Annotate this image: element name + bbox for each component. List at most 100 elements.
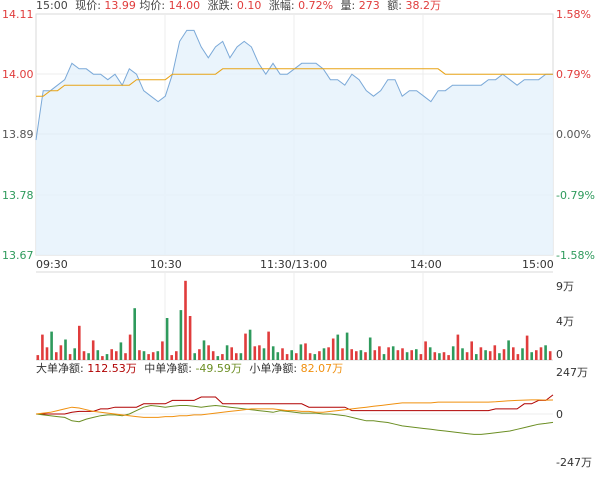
volume-bar bbox=[124, 353, 127, 360]
price-tick-4: 13.78 bbox=[2, 189, 34, 202]
volume-bar bbox=[322, 348, 326, 360]
volume-bar bbox=[308, 353, 312, 360]
volume-bar bbox=[110, 349, 113, 360]
volume-bar bbox=[170, 355, 173, 360]
time-tick-1030: 10:30 bbox=[150, 258, 182, 271]
header-price-value: 13.99 bbox=[104, 0, 136, 12]
header-info: 15:00 现价: 13.99 均价: 14.00 涨跌: 0.10 涨幅: 0… bbox=[36, 0, 441, 12]
volume-bar bbox=[391, 346, 395, 360]
volume-bar bbox=[350, 349, 353, 360]
volume-bar bbox=[258, 345, 261, 360]
volume-bar bbox=[364, 352, 367, 360]
volume-bar bbox=[64, 339, 67, 360]
volume-bar bbox=[295, 353, 298, 360]
avg-price-line bbox=[36, 68, 553, 97]
volume-bar bbox=[544, 345, 547, 360]
volume-bar bbox=[138, 350, 141, 360]
volume-bar bbox=[73, 348, 76, 360]
flow-tick-zero: 0 bbox=[556, 408, 563, 421]
volume-bar bbox=[331, 338, 335, 360]
header-amt-label: 额: bbox=[387, 0, 402, 12]
volume-bar bbox=[521, 348, 524, 360]
volume-bar bbox=[179, 310, 183, 360]
volume-bar bbox=[378, 346, 381, 360]
medium-flow-line bbox=[35, 404, 554, 435]
volume-bar bbox=[156, 351, 160, 360]
header-pct-label: 涨幅: bbox=[269, 0, 295, 12]
volume-bar bbox=[438, 353, 441, 360]
volume-bar bbox=[470, 341, 473, 360]
volume-bar bbox=[498, 353, 501, 360]
volume-bar bbox=[475, 354, 478, 360]
volume-bar bbox=[151, 352, 155, 360]
volume-bar bbox=[516, 354, 520, 360]
fund-flow-legend: 大单净额: 112.53万 中单净额: -49.59万 小单净额: 82.07万 bbox=[36, 361, 343, 375]
volume-bar bbox=[410, 350, 413, 360]
time-tick-0930: 09:30 bbox=[36, 258, 68, 271]
volume-bar bbox=[142, 351, 146, 360]
header-amt-value: 38.2万 bbox=[405, 0, 441, 12]
header-change-value: 0.10 bbox=[237, 0, 262, 12]
volume-bar bbox=[198, 349, 201, 360]
volume-bar bbox=[461, 348, 464, 360]
volume-bar bbox=[336, 334, 340, 360]
volume-bar bbox=[405, 352, 409, 360]
volume-bar bbox=[548, 351, 552, 360]
volume-bar bbox=[299, 344, 303, 360]
volume-bar bbox=[128, 334, 132, 360]
volume-bar bbox=[447, 355, 450, 360]
header-avg-value: 14.00 bbox=[169, 0, 201, 12]
header-vol-value: 273 bbox=[359, 0, 380, 12]
volume-bar bbox=[451, 346, 455, 360]
volume-bar bbox=[539, 347, 543, 360]
volume-bar bbox=[525, 335, 529, 360]
volume-bar bbox=[424, 341, 427, 360]
volume-bar bbox=[50, 331, 53, 360]
header-pct-value: 0.72% bbox=[298, 0, 333, 12]
volume-bar bbox=[175, 351, 178, 360]
time-tick-1400: 14:00 bbox=[410, 258, 442, 271]
volume-bar bbox=[281, 348, 284, 360]
volume-bar bbox=[161, 341, 164, 360]
volume-bar bbox=[230, 347, 233, 360]
volume-bar bbox=[235, 353, 238, 360]
flow-tick-min: -247万 bbox=[556, 456, 592, 469]
time-tick-1500: 15:00 bbox=[522, 258, 554, 271]
volume-bar bbox=[341, 348, 344, 360]
volume-bar bbox=[373, 350, 377, 360]
medium-flow-value: -49.59万 bbox=[195, 362, 241, 375]
volume-bar bbox=[530, 352, 533, 360]
volume-bar bbox=[428, 347, 432, 360]
header-avg-label: 均价: bbox=[139, 0, 165, 12]
volume-bar bbox=[327, 347, 330, 360]
volume-bar bbox=[359, 350, 363, 360]
volume-bar bbox=[262, 348, 266, 360]
volume-bar bbox=[165, 318, 169, 360]
volume-tick-max: 9万 bbox=[556, 280, 574, 293]
volume-bar bbox=[285, 354, 289, 360]
volume-bar bbox=[345, 332, 349, 360]
large-flow-value: 112.53万 bbox=[87, 362, 137, 375]
volume-bar bbox=[502, 349, 506, 360]
volume-bar bbox=[488, 351, 492, 360]
price-tick-2: 14.00 bbox=[2, 68, 34, 81]
volume-bar bbox=[267, 331, 270, 360]
pct-tick-4: -0.79% bbox=[556, 189, 595, 202]
pct-tick-5: -1.58% bbox=[556, 249, 595, 262]
header-change-label: 涨跌: bbox=[208, 0, 234, 12]
volume-bar bbox=[248, 329, 252, 360]
volume-bar bbox=[433, 352, 437, 360]
volume-bar bbox=[484, 350, 487, 360]
volume-bar bbox=[45, 347, 49, 360]
volume-bar bbox=[82, 351, 86, 360]
time-tick-1130: 11:30/13:00 bbox=[260, 258, 327, 271]
volume-tick-zero: 0 bbox=[556, 348, 563, 361]
header-vol-label: 量: bbox=[341, 0, 356, 12]
price-panel: 14.11 14.00 13.89 13.78 13.67 1.58% 0.79… bbox=[2, 8, 595, 271]
volume-panel: 9万 4万 0 bbox=[36, 271, 574, 361]
volume-bar bbox=[184, 280, 187, 360]
volume-bar bbox=[91, 340, 95, 360]
volume-tick-mid: 4万 bbox=[556, 315, 574, 328]
volume-bar bbox=[188, 316, 192, 360]
volume-bar bbox=[115, 351, 118, 360]
